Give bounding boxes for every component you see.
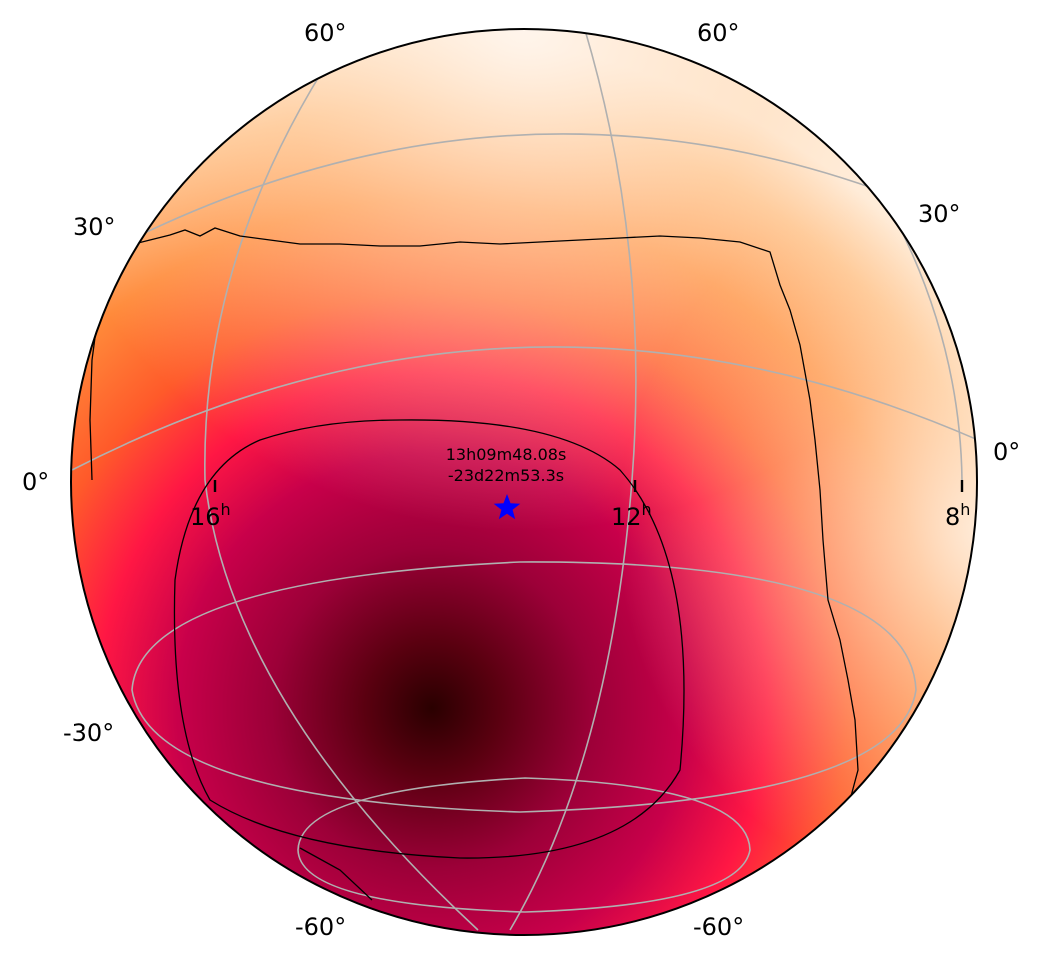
dec-label-left-60: 60°: [304, 19, 347, 47]
dec-label-left-0: 0°: [22, 468, 49, 496]
dec-label-right-0: 0°: [993, 438, 1020, 466]
marker-dec-label: -23d22m53.3s: [448, 466, 564, 485]
ra-label-16h: 16h: [190, 500, 231, 531]
ra-label-8h: 8h: [945, 500, 970, 531]
coordinate-grid: [71, 29, 977, 931]
dec-label-left-30: 30°: [73, 213, 116, 241]
dec-gridline-60: [109, 133, 931, 251]
dec-labels: 60° 60° 30° 30° 0° 0° -30° -60° -60°: [22, 19, 1020, 941]
ra-labels: 16h 12h 8h: [190, 500, 970, 531]
ra-gridline-16h: [204, 35, 479, 931]
probability-surface: [71, 29, 977, 935]
dec-gridline-30: [71, 346, 977, 471]
dec-label-left-m30: -30°: [63, 719, 114, 747]
dec-gridline-m60: [297, 777, 751, 913]
ra-label-12h: 12h: [611, 500, 652, 531]
dec-label-right-m60: -60°: [693, 913, 744, 941]
ra-gridline-12h: [509, 29, 637, 931]
dec-gridline-m30: [131, 561, 917, 813]
dec-label-right-60: 60°: [697, 19, 740, 47]
ra-ticks: [213, 480, 964, 492]
dec-label-left-m60: -60°: [295, 913, 346, 941]
globe-outline: [70, 28, 978, 936]
marker-ra-label: 13h09m48.08s: [446, 445, 567, 464]
source-marker: 13h09m48.08s -23d22m53.3s: [446, 445, 567, 520]
dec-label-right-30: 30°: [918, 200, 961, 228]
star-marker-icon: [493, 494, 521, 520]
